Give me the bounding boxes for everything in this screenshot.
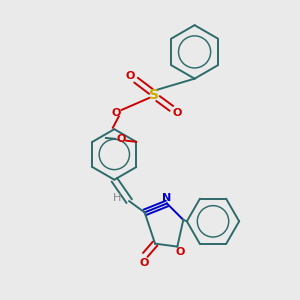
Text: O: O bbox=[172, 108, 182, 118]
Text: H: H bbox=[112, 193, 121, 203]
Text: O: O bbox=[176, 247, 185, 257]
Text: S: S bbox=[149, 88, 160, 102]
Text: O: O bbox=[126, 71, 135, 81]
Text: O: O bbox=[111, 108, 121, 118]
Text: N: N bbox=[162, 193, 172, 202]
Text: O: O bbox=[139, 258, 148, 268]
Text: O: O bbox=[116, 134, 125, 144]
